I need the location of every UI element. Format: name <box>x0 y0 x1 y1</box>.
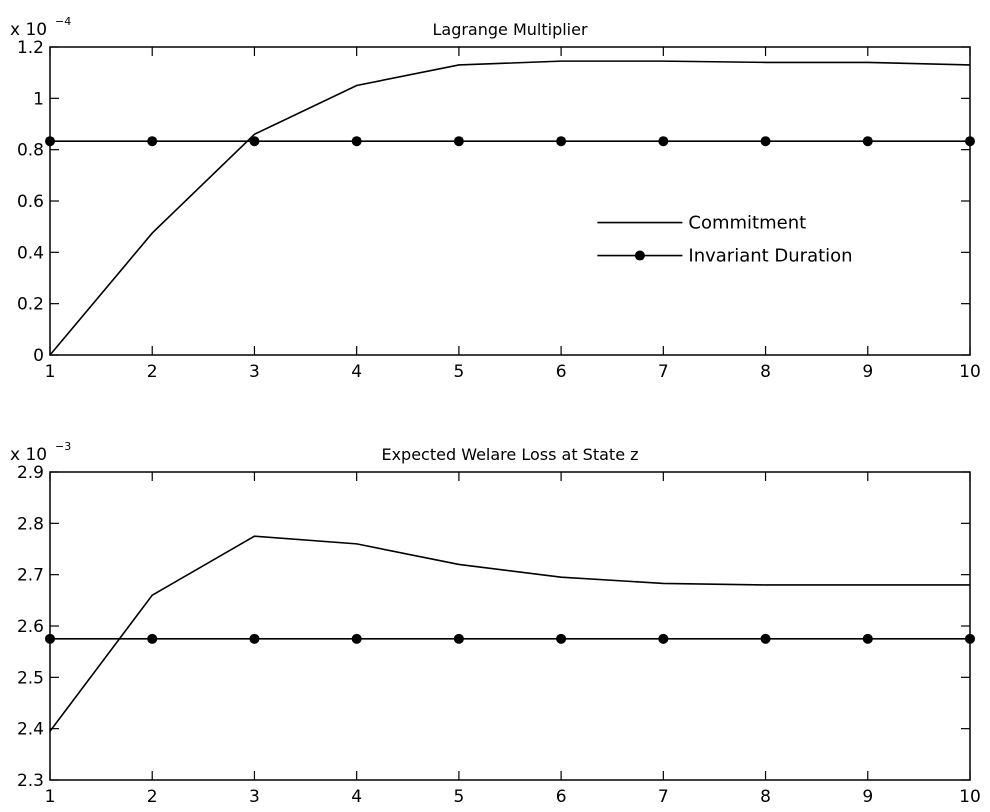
x-tick-label: 3 <box>249 787 260 807</box>
y-tick-label: 2.8 <box>17 514 44 534</box>
legend-label: Commitment <box>688 213 806 234</box>
x-tick-label: 4 <box>351 787 362 807</box>
data-point <box>249 633 260 644</box>
y-tick-label: 2.4 <box>17 720 44 740</box>
exponent-base: x 10 <box>10 20 47 40</box>
data-point <box>147 136 158 147</box>
exponent-base: x 10 <box>10 445 47 465</box>
y-tick-label: 1.2 <box>17 38 44 58</box>
data-point <box>249 136 260 147</box>
x-tick-label: 8 <box>760 362 771 382</box>
data-point <box>453 633 464 644</box>
series-line-commitment <box>49 60 971 356</box>
y-tick-label: 1 <box>33 89 44 109</box>
x-tick-label: 5 <box>453 362 464 382</box>
legend-marker <box>634 250 645 261</box>
axes-box <box>49 471 971 781</box>
chart-title: Expected Welare Loss at State z <box>381 445 638 464</box>
axes-box <box>49 46 971 356</box>
y-tick-label: 0.6 <box>17 192 44 212</box>
data-point <box>760 633 771 644</box>
exponent-power: −3 <box>55 440 71 453</box>
x-tick-label: 5 <box>453 787 464 807</box>
data-point <box>965 633 975 644</box>
y-tick-label: 2.3 <box>17 771 44 791</box>
x-tick-label: 1 <box>45 362 56 382</box>
x-tick-label: 6 <box>556 362 567 382</box>
x-tick-label: 10 <box>959 787 981 807</box>
y-tick-label: 2.5 <box>17 668 44 688</box>
y-tick-label: 0.2 <box>17 295 44 315</box>
x-tick-label: 2 <box>147 362 158 382</box>
x-tick-label: 10 <box>959 362 981 382</box>
chart-title: Lagrange Multiplier <box>432 20 587 39</box>
y-tick-label: 2.9 <box>17 463 44 483</box>
x-tick-label: 9 <box>862 787 873 807</box>
data-point <box>45 633 55 644</box>
y-tick-label: 0 <box>33 346 44 366</box>
data-point <box>658 136 669 147</box>
legend-label: Invariant Duration <box>688 246 852 267</box>
data-point <box>351 633 362 644</box>
x-tick-label: 9 <box>862 362 873 382</box>
data-point <box>351 136 362 147</box>
x-tick-label: 2 <box>147 787 158 807</box>
data-point <box>147 633 158 644</box>
data-point <box>453 136 464 147</box>
y-tick-label: 0.4 <box>17 243 44 263</box>
data-point <box>862 633 873 644</box>
data-point <box>45 136 55 147</box>
data-point <box>965 136 975 147</box>
exponent-power: −4 <box>55 15 71 28</box>
data-point <box>556 136 567 147</box>
y-tick-label: 0.8 <box>17 141 44 161</box>
data-point <box>556 633 567 644</box>
x-tick-label: 7 <box>658 787 669 807</box>
data-point <box>760 136 771 147</box>
x-tick-label: 1 <box>45 787 56 807</box>
y-tick-label: 2.6 <box>17 617 44 637</box>
x-tick-label: 7 <box>658 362 669 382</box>
x-tick-label: 6 <box>556 787 567 807</box>
series-line-commitment <box>49 535 970 732</box>
x-tick-label: 8 <box>760 787 771 807</box>
y-tick-label: 2.7 <box>17 566 44 586</box>
data-point <box>658 633 669 644</box>
x-tick-label: 3 <box>249 362 260 382</box>
x-tick-label: 4 <box>351 362 362 382</box>
data-point <box>862 136 873 147</box>
